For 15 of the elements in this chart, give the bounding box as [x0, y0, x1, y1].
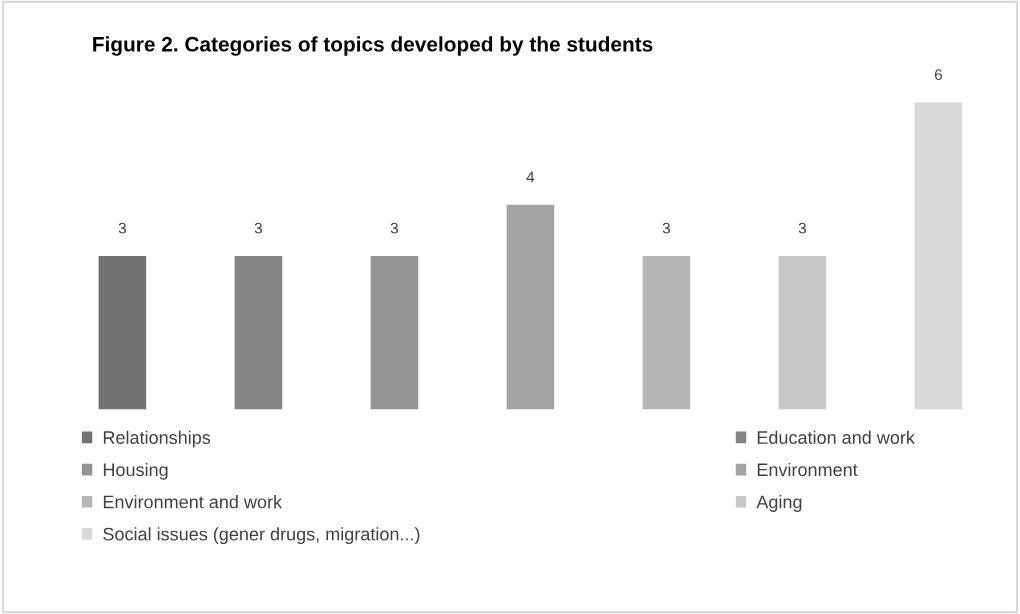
legend-label: Environment and work [103, 495, 283, 509]
data-label: 6 [934, 69, 942, 81]
legend-label: Aging [756, 495, 802, 512]
legend-label: Education and work [757, 430, 915, 444]
legend-label: Social issues (gener drugs, migration...) [103, 527, 420, 545]
legend-label: Relationships [103, 430, 211, 448]
data-label: 4 [526, 171, 535, 183]
data-label: 3 [798, 222, 806, 234]
data-label: 3 [390, 222, 398, 234]
data-label: 3 [662, 222, 670, 234]
chart-title: Figure 2. Categories of topics developed by the students [93, 36, 653, 56]
data-label: 3 [254, 222, 262, 234]
legend-label: Housing [103, 462, 168, 480]
data-label: 3 [118, 222, 126, 234]
legend-label: Environment [757, 462, 858, 477]
